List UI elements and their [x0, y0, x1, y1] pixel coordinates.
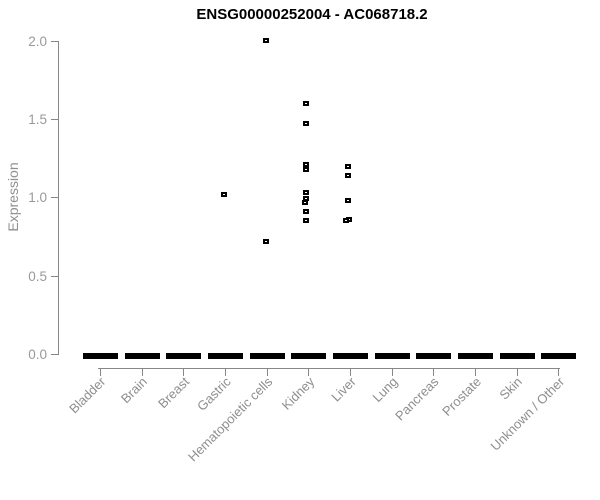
zero-expression-dash [291, 353, 327, 359]
y-axis-line [58, 40, 59, 355]
y-tick-label: 1.5 [28, 112, 47, 128]
data-point [303, 166, 310, 172]
zero-expression-dash [83, 353, 118, 359]
data-point [346, 216, 353, 222]
x-tick [100, 369, 101, 376]
zero-expression-dash [249, 353, 285, 359]
x-tick [475, 369, 477, 376]
x-tick-label: Breast [154, 374, 192, 412]
x-tick [266, 369, 268, 376]
x-tick-label: Brain [118, 374, 151, 407]
x-tick-label: Liver [328, 374, 359, 405]
x-tick-label: Gastric [193, 374, 234, 414]
chart-title: ENSG00000252004 - AC068718.2 [196, 6, 428, 23]
data-point [303, 121, 310, 127]
x-tick [225, 369, 226, 376]
zero-expression-dash [416, 353, 452, 359]
data-point [343, 218, 350, 224]
x-tick-label: Skin [496, 374, 526, 403]
x-tick [558, 369, 560, 376]
data-point [345, 172, 352, 178]
x-tick-label: Pancreas [392, 374, 442, 424]
y-tick [51, 40, 58, 42]
data-point [262, 38, 269, 44]
zero-expression-dash [374, 353, 410, 359]
data-point [262, 238, 269, 244]
y-tick-label: 2.0 [28, 33, 47, 49]
y-tick-label: 0.0 [28, 347, 47, 362]
zero-expression-dash [124, 353, 160, 359]
data-point [303, 161, 310, 167]
x-axis-line [98, 368, 561, 369]
zero-expression-dash [499, 353, 535, 359]
data-point [345, 163, 352, 169]
zero-expression-dash [541, 353, 577, 359]
zero-expression-dash [458, 353, 494, 359]
zero-expression-dash [166, 353, 202, 359]
x-tick [183, 369, 185, 376]
y-tick [51, 275, 58, 277]
x-tick-label: Bladder [66, 374, 109, 417]
x-tick-label: Prostate [438, 374, 484, 419]
y-tick-label: 1.0 [28, 190, 47, 206]
y-tick [51, 197, 58, 199]
y-tick [51, 354, 58, 355]
y-tick-label: 0.5 [28, 268, 47, 284]
x-tick [516, 369, 518, 376]
y-tick [51, 119, 58, 121]
data-point [221, 191, 227, 197]
data-point [303, 196, 310, 202]
x-tick-label: Kidney [278, 374, 317, 413]
zero-expression-dash [333, 353, 369, 359]
x-tick [433, 369, 435, 376]
data-point [303, 208, 310, 214]
x-tick-label: Unknown / Other [487, 374, 567, 454]
x-tick [350, 369, 352, 376]
x-tick [141, 369, 143, 376]
x-tick [308, 369, 310, 376]
data-point [345, 197, 352, 203]
data-point [303, 190, 310, 196]
data-point [302, 199, 309, 205]
data-point [303, 218, 310, 224]
data-point [303, 100, 310, 106]
x-tick-label: Lung [369, 374, 401, 406]
zero-expression-dash [208, 353, 243, 359]
x-tick [391, 369, 393, 376]
